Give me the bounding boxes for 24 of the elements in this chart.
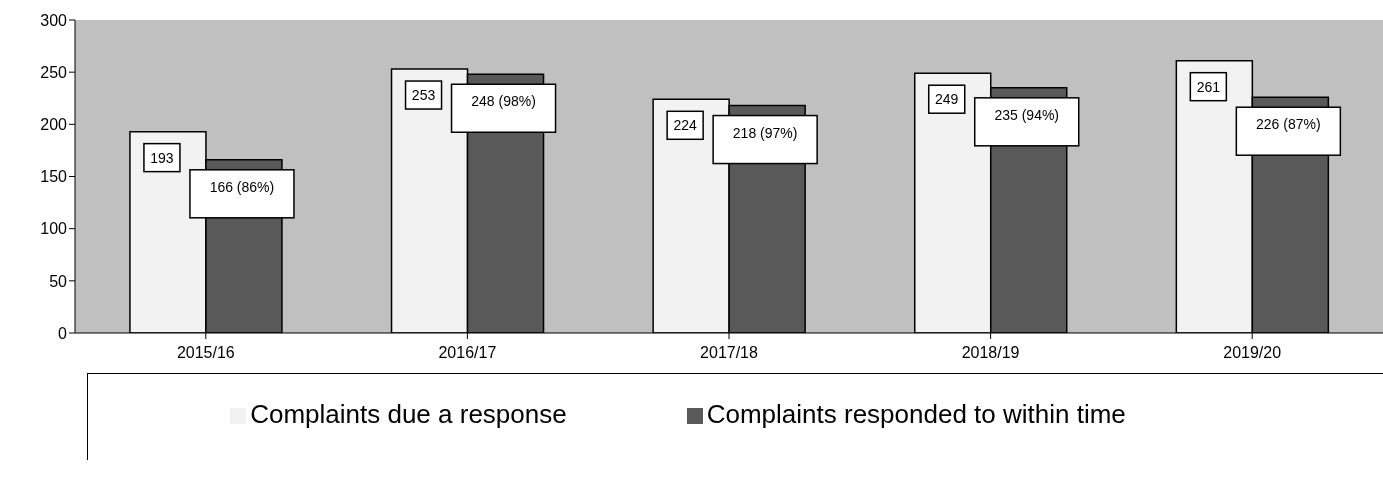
x-tick-label: 2017/18 [700,344,759,362]
y-tick-label: 250 [40,63,68,81]
data-label: 193 [150,149,174,166]
y-tick-label: 0 [58,324,68,342]
legend-label: Complaints due a response [250,399,567,429]
data-label: 261 [1196,78,1221,95]
data-label: 218 (97%) [732,124,798,141]
data-label: 224 [673,117,698,134]
x-tick-label: 2015/16 [176,344,235,362]
data-label: 249 [935,91,959,108]
y-tick-label: 150 [40,168,68,186]
data-label: 235 (94%) [994,106,1060,123]
data-label: 248 (98%) [471,93,536,110]
y-tick-label: 50 [49,272,68,290]
y-tick-label: 300 [40,11,68,29]
y-tick-label: 100 [40,220,68,238]
x-tick-label: 2016/17 [438,344,497,362]
data-label: 253 [411,87,436,104]
legend-label: Complaints responded to within time [706,399,1126,429]
data-label: 166 (86%) [209,178,275,195]
x-tick-label: 2018/19 [961,344,1020,362]
x-tick-label: 2019/20 [1223,344,1282,362]
data-label: 226 (87%) [1256,116,1321,133]
y-tick-label: 200 [40,116,68,134]
